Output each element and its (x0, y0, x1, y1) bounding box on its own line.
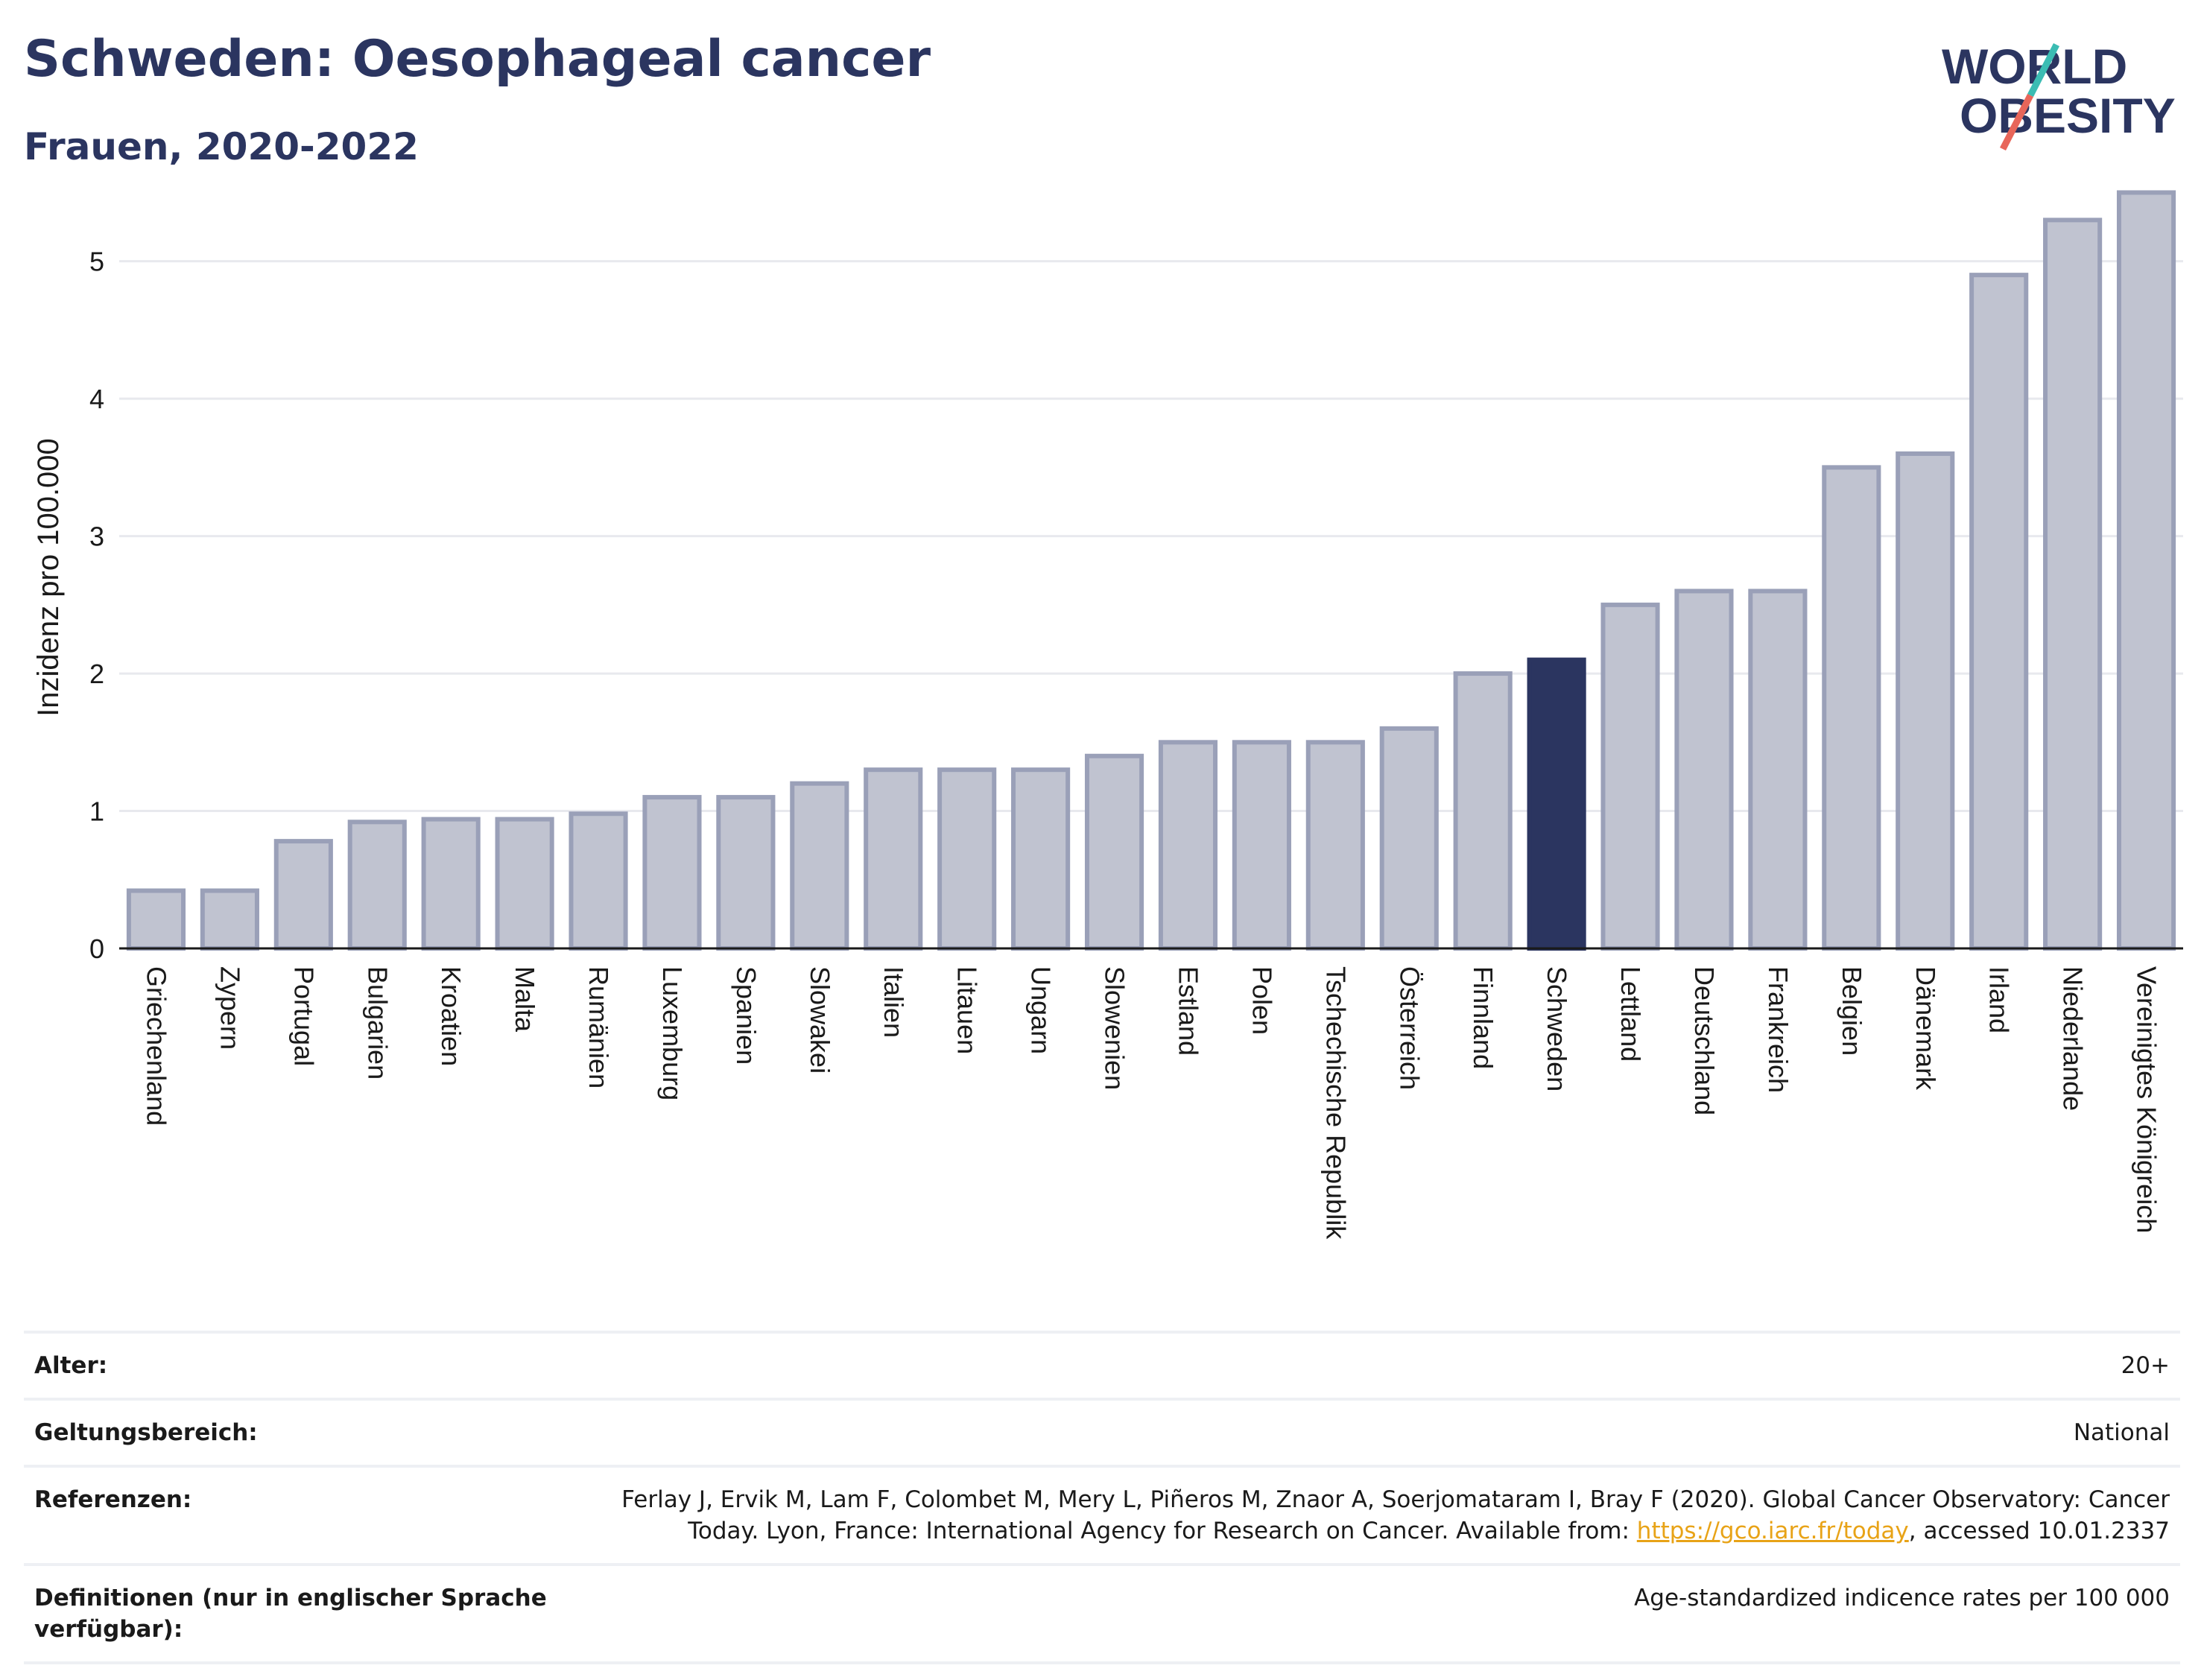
logo-slash-top (2027, 42, 2060, 98)
x-tick-label: Ungarn (1026, 966, 1057, 1054)
meta-row-scope: Geltungsbereich: National (24, 1398, 2180, 1465)
references-text: Ferlay J, Ervik M, Lam F, Colombet M, Me… (621, 1486, 2170, 1544)
logo-line-2: OBESITY (1960, 88, 2176, 143)
metadata-table: Alter: 20+ Geltungsbereich: National Ref… (24, 1331, 2180, 1664)
x-tick-label: Deutschland (1689, 966, 1720, 1115)
x-tick-label: Zypern (215, 966, 245, 1050)
bar-dänemark (1896, 451, 1955, 951)
meta-scope-label: Geltungsbereich: (34, 1419, 258, 1446)
world-obesity-logo: WORLD OBESITY (1942, 39, 2176, 151)
bar-slowenien (1084, 753, 1144, 951)
logo-slash-bottom (1999, 93, 2034, 151)
x-tick-label: Griechenland (141, 966, 171, 1126)
references-link[interactable]: https://gco.iarc.fr/today (1636, 1518, 1909, 1544)
bar-italien (864, 767, 923, 951)
bar-frankreich (1748, 589, 1808, 951)
bar-litauen (937, 767, 997, 951)
bar-zypern (200, 888, 259, 951)
bar-vereinigtes-königreich (2116, 190, 2176, 951)
x-tick-label: Niederlande (2058, 966, 2089, 1111)
y-tick-label: 5 (89, 247, 104, 277)
x-tick-label: Belgien (1837, 966, 1867, 1056)
references-accessed: , accessed 10.01.2337 (1908, 1518, 2170, 1544)
y-axis-label: Inzidenz pro 100.000 (32, 438, 65, 717)
bar-kroatien (421, 817, 481, 951)
bar-bulgarien (347, 820, 407, 951)
x-tick-label: Slowenien (1100, 966, 1130, 1090)
bar-polen (1232, 740, 1291, 951)
x-tick-label: Luxemburg (657, 966, 688, 1100)
x-tick-label: Italien (878, 966, 909, 1038)
meta-age-value: 20+ (2121, 1352, 2170, 1379)
x-tick-label: Bulgarien (362, 966, 393, 1080)
bar-estland (1158, 740, 1218, 951)
bar-niederlande (2043, 218, 2103, 951)
x-tick-label: Schweden (1542, 966, 1572, 1091)
bar-lettland (1600, 602, 1660, 951)
bar-deutschland (1674, 589, 1734, 951)
x-tick-label: Vereinigtes Königreich (2132, 966, 2162, 1233)
bar-ungarn (1011, 767, 1071, 951)
bar-österreich (1379, 726, 1439, 951)
bar-schweden (1527, 657, 1586, 951)
meta-row-definitions: Definitionen (nur in englischer Sprache … (24, 1563, 2180, 1664)
x-tick-label: Dänemark (1910, 966, 1941, 1091)
x-tick-label: Malta (510, 966, 540, 1033)
meta-age-label: Alter: (34, 1352, 108, 1379)
x-tick-label: Litauen (952, 966, 983, 1054)
bar-luxemburg (642, 795, 702, 951)
bar-rumänien (569, 811, 628, 951)
meta-row-references: Referenzen: Ferlay J, Ervik M, Lam F, Co… (24, 1465, 2180, 1563)
x-tick-label: Frankreich (1763, 966, 1793, 1093)
bar-belgien (1822, 465, 1881, 951)
x-tick-label: Finnland (1468, 966, 1498, 1069)
chart-subtitle: Frauen, 2020-2022 (24, 125, 419, 168)
x-tick-label: Polen (1247, 966, 1277, 1035)
x-tick-label: Spanien (731, 966, 761, 1065)
x-tick-label: Estland (1173, 966, 1203, 1056)
meta-definitions-value: Age-standardized indicence rates per 100… (1634, 1585, 2170, 1611)
x-tick-label: Lettland (1615, 966, 1646, 1062)
x-tick-label: Portugal (288, 966, 319, 1066)
bar-portugal (273, 839, 333, 951)
bar-irland (1969, 273, 2029, 951)
bar-malta (495, 817, 554, 951)
bar-finnland (1453, 671, 1513, 951)
x-tick-label: Tschechische Republik (1320, 966, 1351, 1240)
bar-griechenland (126, 888, 186, 951)
bar-spanien (716, 795, 776, 951)
chart-title: Schweden: Oesophageal cancer (24, 30, 931, 89)
meta-scope-value: National (2073, 1419, 2170, 1446)
x-tick-label: Rumänien (583, 966, 614, 1088)
meta-references-value: Ferlay J, Ervik M, Lam F, Colombet M, Me… (605, 1484, 2180, 1547)
x-tick-label: Österreich (1394, 966, 1425, 1090)
y-tick-label: 2 (89, 659, 104, 689)
x-tick-label: Kroatien (436, 966, 466, 1066)
meta-definitions-label: Definitionen (nur in englischer Sprache … (34, 1585, 547, 1643)
y-tick-label: 4 (89, 384, 104, 414)
x-tick-label: Irland (1984, 966, 2015, 1033)
bar-tschechische-republik (1305, 740, 1365, 951)
bar-chart: 0 1 2 3 4 5 Griechenland Zypern Portugal Bulgarie… (32, 190, 2183, 1240)
y-tick-label: 0 (89, 933, 104, 964)
meta-references-label: Referenzen: (34, 1486, 192, 1513)
x-tick-label: Slowakei (805, 966, 835, 1074)
meta-row-age: Alter: 20+ (24, 1331, 2180, 1398)
y-tick-label: 3 (89, 522, 104, 552)
y-tick-label: 1 (89, 796, 104, 827)
bar-slowakei (790, 781, 849, 951)
